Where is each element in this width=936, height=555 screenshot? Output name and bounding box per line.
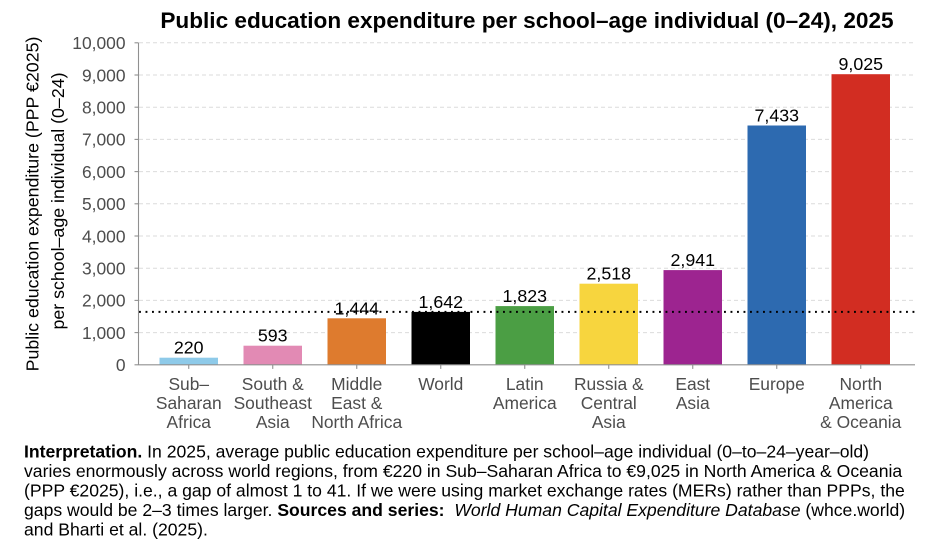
svg-text:1,000: 1,000 <box>82 323 126 343</box>
svg-text:America: America <box>829 393 893 413</box>
svg-text:1,642: 1,642 <box>419 292 464 312</box>
svg-text:1,823: 1,823 <box>503 286 548 306</box>
svg-text:10,000: 10,000 <box>72 33 125 53</box>
svg-text:Africa: Africa <box>167 412 212 432</box>
svg-text:2,518: 2,518 <box>587 264 632 284</box>
svg-text:Southeast: Southeast <box>234 393 312 413</box>
svg-text:& Oceania: & Oceania <box>820 412 902 432</box>
svg-text:3,000: 3,000 <box>82 259 126 279</box>
svg-text:South &: South & <box>242 374 304 394</box>
svg-text:Interpretation. In 2025, avera: Interpretation. In 2025, average public … <box>24 441 869 461</box>
svg-text:5,000: 5,000 <box>82 194 126 214</box>
svg-text:Saharan: Saharan <box>156 393 222 413</box>
svg-text:Europe: Europe <box>749 374 805 394</box>
svg-text:America: America <box>493 393 557 413</box>
svg-text:2,941: 2,941 <box>671 250 716 270</box>
svg-text:9,025: 9,025 <box>839 54 884 74</box>
svg-text:7,433: 7,433 <box>755 106 800 126</box>
svg-text:Public education expenditure p: Public education expenditure per school–… <box>160 8 893 33</box>
svg-text:North: North <box>839 374 882 394</box>
svg-text:Middle: Middle <box>331 374 382 394</box>
svg-text:Public education expenditure (: Public education expenditure (PPP €2025) <box>23 37 43 372</box>
svg-text:per school–age individual (0–2: per school–age individual (0–24) <box>48 72 68 329</box>
svg-text:593: 593 <box>258 326 288 346</box>
svg-text:7,000: 7,000 <box>82 130 126 150</box>
svg-text:1,444: 1,444 <box>335 298 380 318</box>
svg-text:varies enormously across world: varies enormously across world regions, … <box>24 461 902 481</box>
svg-text:and Bharti et al. (2025).: and Bharti et al. (2025). <box>24 519 208 539</box>
svg-text:4,000: 4,000 <box>82 226 126 246</box>
svg-text:East: East <box>675 374 710 394</box>
svg-text:Central: Central <box>581 393 637 413</box>
svg-text:East &: East & <box>331 393 383 413</box>
svg-text:(PPP €2025), i.e., a gap of al: (PPP €2025), i.e., a gap of almost 1 to … <box>24 480 905 500</box>
svg-text:0: 0 <box>116 355 126 375</box>
svg-text:gaps would be 2–3 times larger: gaps would be 2–3 times larger. Sources … <box>24 500 905 520</box>
svg-text:World: World <box>418 374 463 394</box>
svg-text:Asia: Asia <box>256 412 290 432</box>
svg-text:2,000: 2,000 <box>82 291 126 311</box>
svg-text:Latin: Latin <box>506 374 544 394</box>
svg-text:North Africa: North Africa <box>311 412 402 432</box>
svg-text:8,000: 8,000 <box>82 98 126 118</box>
svg-text:Asia: Asia <box>592 412 626 432</box>
svg-text:Sub–: Sub– <box>168 374 209 394</box>
svg-text:220: 220 <box>174 338 204 358</box>
svg-text:6,000: 6,000 <box>82 162 126 182</box>
svg-text:9,000: 9,000 <box>82 65 126 85</box>
svg-text:Russia &: Russia & <box>574 374 644 394</box>
svg-text:Asia: Asia <box>676 393 710 413</box>
